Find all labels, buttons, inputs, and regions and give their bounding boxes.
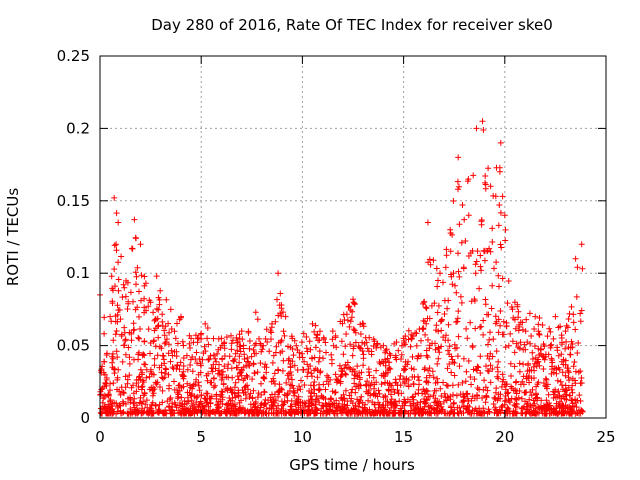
x-tick-label: 5: [196, 428, 206, 446]
y-tick-label: 0.2: [66, 119, 90, 137]
x-tick-label: 15: [394, 428, 413, 446]
x-tick-label: 0: [95, 428, 105, 446]
axis-ticks: [99, 55, 607, 419]
x-tick-label: 20: [495, 428, 514, 446]
x-tick-label: 10: [293, 428, 312, 446]
grid-lines: [100, 56, 606, 418]
y-tick-label: 0.1: [66, 264, 90, 282]
y-axis-label: ROTI / TECUs: [4, 188, 22, 286]
y-tick-labels: 0 0.05 0.1 0.15 0.2 0.25: [57, 47, 90, 427]
x-axis-label: GPS time / hours: [289, 456, 415, 474]
plot-frame: [99, 55, 607, 419]
y-tick-label: 0.15: [57, 192, 90, 210]
roti-point-markers: [97, 118, 586, 417]
data-points: [97, 118, 586, 417]
y-tick-label: 0: [80, 409, 90, 427]
x-tick-labels: 0 5 10 15 20 25: [95, 428, 615, 446]
y-tick-label: 0.05: [57, 337, 90, 355]
chart-title: Day 280 of 2016, Rate Of TEC Index for r…: [151, 16, 553, 34]
x-tick-label: 25: [596, 428, 615, 446]
y-tick-label: 0.25: [57, 47, 90, 65]
